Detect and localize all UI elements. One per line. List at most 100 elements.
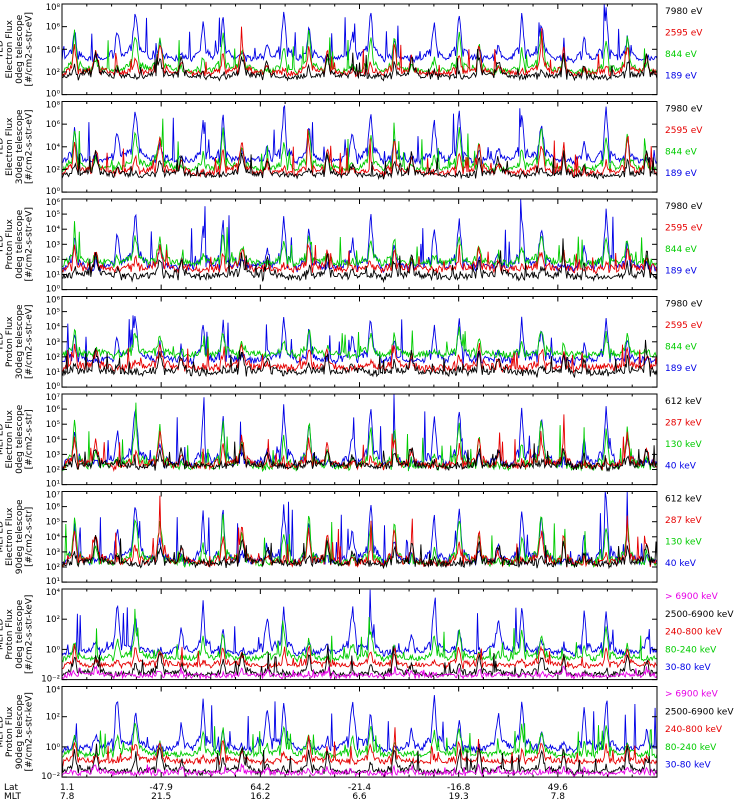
legend-6900-kev: > 6900 keV	[665, 592, 719, 602]
legend-844-ev: 844 eV	[665, 50, 698, 60]
y-tick-label: 10³	[46, 548, 60, 558]
y-tick-label: 10³	[46, 240, 60, 250]
series-line-844-ev	[62, 118, 657, 174]
chart-panels: 10⁰ 10² 10⁴ 10⁶ 10⁸ TEDElectron Flux0deg tele…	[0, 3, 734, 782]
y-tick-label: 10⁰	[46, 187, 61, 197]
y-tick-label: 10⁰	[46, 90, 61, 100]
series-line-30-80-kev	[62, 695, 657, 754]
y-tick-label: 10⁴	[46, 225, 61, 235]
legend-2500-6900-kev: 2500-6900 keV	[665, 610, 734, 620]
y-tick-label: 10¹	[46, 368, 60, 378]
panel-5: 10¹ 10² 10³ 10⁴ 10⁵ 10⁶ 10⁷ MEPEDElectron Flux0…	[0, 393, 702, 490]
legend-7980-ev: 7980 eV	[665, 7, 703, 17]
y-tick-label: 10²	[46, 68, 60, 78]
series-line-189-ev	[62, 104, 657, 166]
y-tick-label: 10⁸	[46, 101, 61, 111]
y-tick-label: 10²	[46, 713, 60, 723]
series-line-80-240-kev	[62, 608, 657, 664]
series-line-30-80-kev	[62, 589, 657, 657]
legend-844-ev: 844 eV	[665, 245, 698, 255]
legend-30-80-kev: 30-80 keV	[665, 761, 711, 771]
legend-2500-6900-kev: 2500-6900 keV	[665, 707, 734, 717]
y-tick-label: 10⁶	[46, 198, 61, 208]
panel-3: 10⁰ 10¹ 10² 10³ 10⁴ 10⁵ 10⁶ TEDProton Flux0deg …	[0, 198, 703, 295]
legend-612-kev: 612 keV	[665, 495, 702, 505]
panel-1-frame	[61, 3, 658, 96]
y-tick-label: 10⁵	[46, 308, 60, 318]
y-tick-label: 10¹	[46, 577, 60, 587]
x-tick-lat: -21.4	[348, 783, 372, 793]
y-axis-label: TEDProton Flux30deg telescope[#/cm2-s-st…	[0, 304, 34, 379]
legend-130-kev: 130 keV	[665, 440, 702, 450]
y-tick-label: 10²	[46, 615, 60, 625]
y-tick-label: 10¹	[46, 480, 60, 490]
x-tick-mlt: 7.8	[551, 792, 566, 800]
legend-2595-ev: 2595 eV	[665, 29, 703, 39]
panel-7-series	[62, 589, 657, 680]
series-line-612-kev	[62, 535, 657, 570]
series-line-612-kev	[62, 441, 657, 472]
y-tick-label: 10³	[46, 450, 60, 460]
y-tick-label: 10⁴	[46, 45, 61, 55]
panel-7: 10⁻² 10⁰ 10² 10⁴ MEPEDProton Flux0deg telesc…	[0, 588, 734, 685]
panel-8-frame	[61, 686, 658, 778]
y-axis-label: MEPEDProton Flux90deg telescope[#/cm2-s-…	[0, 692, 34, 771]
series-line-844-ev	[62, 326, 657, 361]
x-row-label-mlt: MLT	[4, 792, 22, 800]
y-tick-label: 10⁴	[46, 533, 61, 543]
y-tick-label: 10⁶	[46, 405, 61, 415]
series-line-7980-ev	[62, 49, 657, 82]
x-tick-mlt: 7.8	[60, 792, 75, 800]
y-axis-label: TEDProton Flux0deg telescope[#/cm2-s-str…	[0, 207, 34, 282]
y-tick-label: 10⁴	[46, 686, 61, 696]
y-tick-label: 10⁵	[46, 518, 60, 528]
y-tick-label: 10²	[46, 165, 60, 175]
series-line-80-240-kev	[62, 722, 657, 760]
series-line-2595-ev	[62, 243, 657, 274]
legend-287-kev: 287 keV	[665, 419, 702, 429]
legend-844-ev: 844 eV	[665, 148, 698, 158]
panel-3-series	[62, 199, 657, 284]
y-tick-label: 10²	[46, 563, 60, 573]
x-tick-mlt: 21.5	[151, 792, 171, 800]
legend-40-kev: 40 keV	[665, 462, 697, 472]
series-line-40-kev	[62, 394, 657, 471]
panel-6: 10¹ 10² 10³ 10⁴ 10⁵ 10⁶ 10⁷ MEPEDElectron Flux9…	[0, 491, 702, 588]
panel-6-series	[62, 491, 657, 570]
series-line-7980-ev	[62, 238, 657, 284]
series-line-2595-ev	[62, 343, 657, 375]
panel-4-series	[62, 315, 657, 378]
legend-189-ev: 189 eV	[665, 169, 698, 179]
legend-240-800-kev: 240-800 keV	[665, 628, 723, 638]
panel-2-series	[62, 104, 657, 181]
legend-287-kev: 287 keV	[665, 516, 702, 526]
legend-40-kev: 40 keV	[665, 559, 697, 569]
y-tick-label: 10³	[46, 338, 60, 348]
legend-612-kev: 612 keV	[665, 397, 702, 407]
legend-80-240-kev: 80-240 keV	[665, 645, 717, 655]
y-tick-label: 10⁶	[46, 503, 61, 513]
y-tick-label: 10⁰	[46, 645, 61, 655]
legend-7980-ev: 7980 eV	[665, 300, 703, 310]
y-tick-label: 10²	[46, 353, 60, 363]
panel-6-frame	[61, 491, 658, 583]
panel-1-series	[62, 4, 657, 82]
panel-2-frame	[61, 101, 658, 193]
panel-5-frame	[61, 393, 658, 486]
legend-2595-ev: 2595 eV	[665, 224, 703, 234]
legend-80-240-kev: 80-240 keV	[665, 743, 717, 753]
y-axis-label: MEPEDProton Flux0deg telescope[#/cm2-s-s…	[0, 595, 34, 674]
y-tick-label: 10²	[46, 255, 60, 265]
y-tick-label: 10⁻²	[41, 772, 60, 782]
series-line-2595-ev	[62, 129, 657, 178]
x-tick-lat: -16.8	[447, 783, 471, 793]
y-tick-label: 10⁻²	[41, 675, 60, 685]
y-axis-label: MEPEDElectron Flux90deg telescope[#/cm2-…	[0, 499, 34, 574]
y-tick-label: 10⁶	[46, 23, 61, 33]
legend-30-80-kev: 30-80 keV	[665, 663, 711, 673]
y-tick-label: 10⁰	[46, 382, 61, 392]
panel-8-series	[62, 695, 657, 778]
x-row-label-lat: Lat	[4, 783, 19, 793]
y-axis-label: TEDElectron Flux0deg telescope[#/cm2-s-s…	[0, 12, 34, 87]
